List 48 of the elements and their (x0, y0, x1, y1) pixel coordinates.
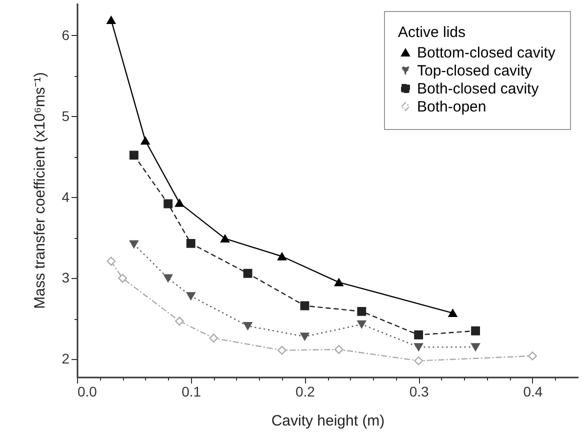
y-tick-label: 5 (62, 108, 70, 124)
x-tick-label: 0.1 (182, 384, 202, 400)
y-tick-label: 3 (62, 270, 70, 286)
legend-title: Active lids (398, 24, 466, 41)
point (118, 274, 128, 283)
point (186, 292, 196, 300)
x-tick-label: 0.0 (78, 384, 98, 400)
point (106, 16, 116, 24)
x-tick-label: 0.3 (409, 384, 430, 400)
point (164, 274, 173, 282)
point (334, 278, 344, 286)
point (164, 199, 173, 208)
point (277, 252, 286, 260)
y-tick-label: 2 (62, 350, 70, 367)
point (277, 346, 286, 355)
point (471, 343, 480, 351)
x-tick-label: 0.2 (295, 384, 316, 400)
point (106, 256, 116, 266)
point (357, 306, 366, 316)
point (220, 234, 230, 243)
y-axis-title: Mass transfer coefficient (x10⁶ms⁻¹) (32, 72, 49, 309)
x-axis-title: Cavity height (m) (271, 412, 385, 430)
point (300, 301, 310, 310)
point (129, 150, 138, 160)
x-tick-label: 0.4 (523, 384, 543, 400)
legend-label: Both-closed cavity (417, 80, 540, 98)
y-tick-label: 6 (62, 26, 70, 43)
point (414, 330, 424, 340)
point (448, 309, 458, 317)
point (175, 316, 184, 326)
point (140, 136, 150, 145)
point (129, 240, 138, 248)
point (357, 320, 366, 328)
point (243, 268, 252, 278)
y-tick-label: 4 (62, 188, 70, 205)
point (243, 322, 252, 330)
point (414, 356, 424, 366)
point (209, 334, 218, 343)
point (186, 238, 196, 248)
point (528, 351, 537, 360)
point (414, 343, 424, 351)
legend-label: Top-closed cavity (417, 62, 533, 80)
point (300, 332, 310, 340)
point (175, 199, 184, 207)
point (334, 345, 344, 354)
point (471, 326, 480, 336)
legend-label: Both-open (417, 98, 486, 116)
legend-label: Bottom-closed cavity (417, 44, 556, 62)
